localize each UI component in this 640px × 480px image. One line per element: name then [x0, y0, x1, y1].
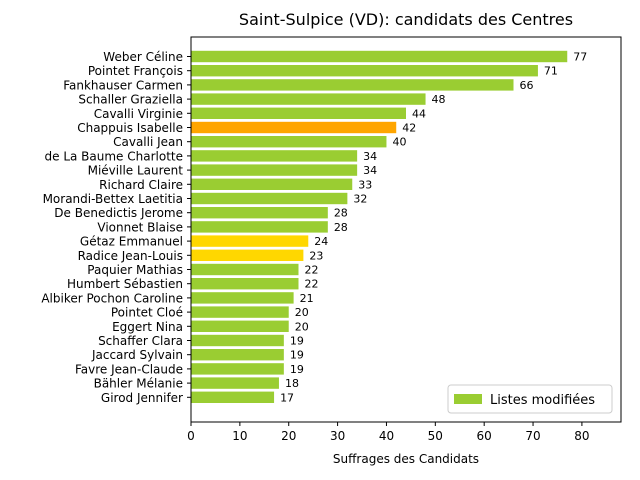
- x-axis-label: Suffrages des Candidats: [333, 452, 479, 466]
- bar: [191, 150, 358, 162]
- bar: [191, 50, 568, 63]
- bar-value-label: 28: [334, 221, 348, 234]
- legend-label: Listes modifiées: [490, 393, 595, 408]
- bar: [191, 207, 328, 219]
- y-tick-label: Favre Jean-Claude: [75, 362, 183, 376]
- y-tick-label: Cavalli Virginie: [94, 107, 183, 121]
- y-tick-label: Albiker Pochon Caroline: [41, 291, 183, 305]
- bar: [191, 363, 284, 375]
- bar-value-label: 22: [305, 278, 319, 291]
- x-tick-label: 80: [574, 429, 589, 443]
- bar-value-label: 21: [300, 292, 314, 305]
- y-tick-label: Chappuis Isabelle: [77, 121, 183, 135]
- bar-value-label: 18: [285, 377, 299, 390]
- bar-value-label: 19: [290, 363, 304, 376]
- bar: [191, 107, 406, 119]
- bar-value-label: 19: [290, 335, 304, 348]
- bar-value-label: 24: [314, 235, 328, 248]
- bar: [191, 136, 387, 148]
- bar: [191, 164, 358, 176]
- y-tick-label: Paquier Mathias: [87, 263, 183, 277]
- x-tick-label: 20: [281, 429, 296, 443]
- x-tick-label: 10: [232, 429, 247, 443]
- bar: [191, 320, 289, 332]
- y-tick-label: Schaffer Clara: [98, 334, 183, 348]
- bar-value-label: 23: [309, 249, 323, 262]
- bar-value-label: 77: [573, 51, 587, 64]
- bar: [191, 235, 309, 247]
- y-tick-label: Girod Jennifer: [101, 391, 183, 405]
- bar: [191, 121, 397, 134]
- bar: [191, 349, 284, 361]
- y-tick-label: de La Baume Charlotte: [45, 149, 184, 163]
- bar-value-label: 48: [432, 93, 446, 106]
- y-tick-label: Radice Jean-Louis: [78, 249, 183, 263]
- y-tick-label: Pointet François: [88, 64, 183, 78]
- bar-value-label: 34: [363, 150, 377, 163]
- legend: Listes modifiées: [447, 384, 613, 414]
- y-tick-label: Cavalli Jean: [113, 135, 183, 149]
- legend-swatch: [454, 394, 482, 404]
- y-tick-label: Eggert Nina: [112, 320, 183, 334]
- y-tick-label: Weber Céline: [103, 50, 183, 64]
- bar: [191, 263, 299, 276]
- bar-value-label: 19: [290, 349, 304, 362]
- y-tick-label: Pointet Cloé: [111, 306, 183, 320]
- y-tick-label: Richard Claire: [99, 178, 183, 192]
- bar-value-label: 71: [544, 65, 558, 78]
- bar: [191, 391, 275, 403]
- bar-value-label: 34: [363, 164, 377, 177]
- y-tick-label: Humbert Sébastien: [67, 277, 183, 291]
- bar: [191, 377, 279, 389]
- y-tick-label: Morandi-Bettex Laetitia: [43, 192, 183, 206]
- bar: [191, 93, 426, 105]
- bar-value-label: 22: [305, 264, 319, 277]
- bar: [191, 334, 284, 347]
- bars-group: 7771664844424034343332282824232222212020…: [191, 50, 587, 404]
- bar: [191, 178, 353, 190]
- y-tick-label: Schaller Graziella: [78, 93, 183, 107]
- y-tick-label: Miéville Laurent: [88, 164, 184, 178]
- bar-value-label: 17: [280, 391, 294, 404]
- bar-value-label: 42: [402, 122, 416, 135]
- bar: [191, 306, 289, 318]
- y-tick-label: Fankhauser Carmen: [63, 78, 183, 92]
- x-tick-label: 30: [330, 429, 345, 443]
- y-tick-label: Vionnet Blaise: [97, 220, 183, 234]
- bar: [191, 278, 299, 290]
- bar-value-label: 28: [334, 207, 348, 220]
- bar-value-label: 33: [358, 178, 372, 191]
- y-tick-label: Gétaz Emmanuel: [80, 235, 183, 249]
- bar: [191, 192, 348, 205]
- bar-value-label: 40: [392, 136, 406, 149]
- x-axis-ticks: 0 10 20 30 40 50 60 70 80: [187, 422, 590, 443]
- bar: [191, 79, 514, 91]
- plot-frame: [190, 36, 622, 423]
- bar: [191, 292, 294, 304]
- bar-value-label: 32: [353, 193, 367, 206]
- bar-value-label: 20: [295, 320, 309, 333]
- x-tick-label: 40: [379, 429, 394, 443]
- x-tick-label: 0: [187, 429, 195, 443]
- legend-box: [447, 384, 613, 414]
- axes-frame: [190, 36, 622, 423]
- y-tick-label: De Benedictis Jerome: [54, 206, 183, 220]
- bar: [191, 221, 328, 233]
- bar-value-label: 44: [412, 107, 426, 120]
- bar-value-label: 20: [295, 306, 309, 319]
- bar: [191, 65, 538, 77]
- x-tick-label: 50: [428, 429, 443, 443]
- y-tick-label: Bähler Mélanie: [94, 377, 183, 391]
- x-tick-label: 70: [525, 429, 540, 443]
- chart-title: Saint-Sulpice (VD): candidats des Centre…: [239, 10, 573, 29]
- y-tick-label: Jaccard Sylvain: [91, 348, 183, 362]
- x-tick-label: 60: [477, 429, 492, 443]
- bar-value-label: 66: [520, 79, 534, 92]
- bar: [191, 249, 304, 261]
